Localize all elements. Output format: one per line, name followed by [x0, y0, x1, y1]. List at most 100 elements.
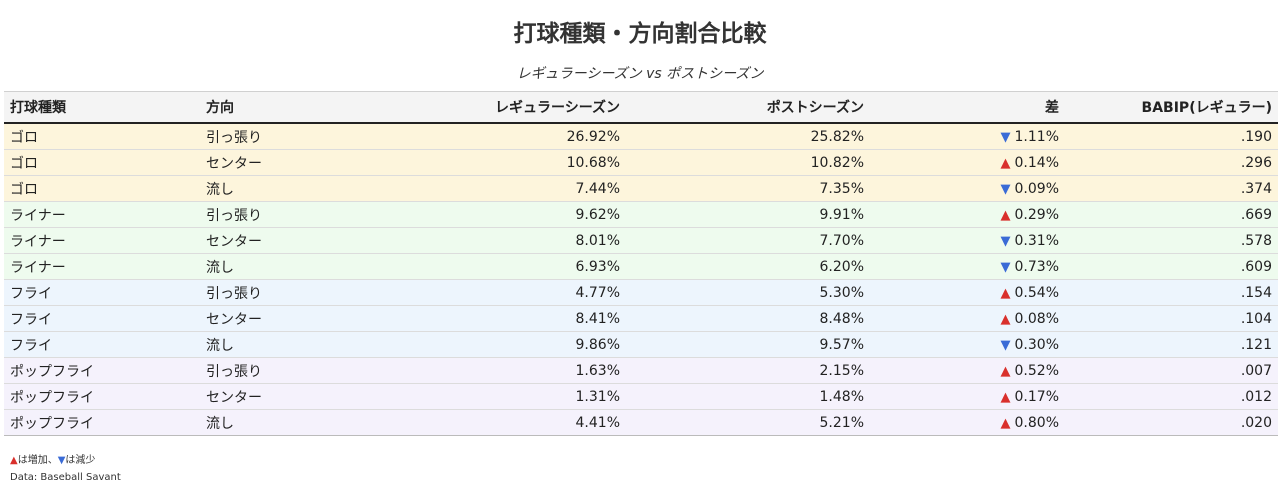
cell-type: ゴロ: [4, 123, 200, 150]
cell-babip: .007: [1065, 357, 1278, 384]
column-header-babip: BABIP(レギュラー): [1065, 91, 1278, 124]
table-header-row: 打球種類 方向 レギュラーシーズン ポストシーズン 差 BABIP(レギュラー): [4, 91, 1278, 124]
column-header-post: ポストシーズン: [626, 91, 870, 124]
cell-diff: ▼ 0.09%: [870, 175, 1065, 202]
increase-arrow-icon: ▲: [1000, 285, 1011, 301]
cell-direction: 引っ張り: [200, 201, 466, 228]
decrease-arrow-icon: ▼: [1000, 233, 1011, 249]
cell-babip: .296: [1065, 149, 1278, 176]
cell-type: ライナー: [4, 227, 200, 254]
cell-post: 9.57%: [626, 331, 870, 358]
diff-value: 0.08%: [1014, 310, 1059, 327]
cell-type: ゴロ: [4, 175, 200, 202]
cell-type: フライ: [4, 331, 200, 358]
cell-regular: 9.86%: [466, 331, 626, 358]
cell-direction: 流し: [200, 175, 466, 202]
cell-babip: .669: [1065, 201, 1278, 228]
cell-regular: 9.62%: [466, 201, 626, 228]
column-header-type: 打球種類: [4, 91, 200, 124]
column-header-diff: 差: [870, 91, 1065, 124]
table-row: フライ 引っ張り 4.77% 5.30% ▲ 0.54% .154: [4, 279, 1278, 306]
table-row: フライ 流し 9.86% 9.57% ▼ 0.30% .121: [4, 331, 1278, 358]
cell-direction: 流し: [200, 331, 466, 358]
cell-type: ゴロ: [4, 149, 200, 176]
cell-regular: 4.77%: [466, 279, 626, 306]
cell-regular: 26.92%: [466, 123, 626, 150]
increase-arrow-icon: ▲: [1000, 415, 1011, 431]
data-source: Data: Baseball Savant: [10, 472, 121, 483]
cell-post: 25.82%: [626, 123, 870, 150]
cell-direction: 流し: [200, 253, 466, 280]
cell-type: フライ: [4, 279, 200, 306]
table-row: ライナー 流し 6.93% 6.20% ▼ 0.73% .609: [4, 253, 1278, 280]
cell-type: ライナー: [4, 201, 200, 228]
diff-value: 0.29%: [1014, 206, 1059, 223]
diff-value: 0.73%: [1014, 258, 1059, 275]
legend-note: ▲は増加、▼は減少: [10, 451, 95, 466]
cell-diff: ▲ 0.14%: [870, 149, 1065, 176]
cell-post: 7.70%: [626, 227, 870, 254]
column-header-direction: 方向: [200, 91, 466, 124]
table-body: ゴロ 引っ張り 26.92% 25.82% ▼ 1.11% .190 ゴロ センター 10.68%…: [4, 123, 1278, 436]
cell-regular: 7.44%: [466, 175, 626, 202]
cell-regular: 1.31%: [466, 383, 626, 410]
increase-icon: ▲: [10, 455, 18, 466]
cell-direction: 引っ張り: [200, 279, 466, 306]
cell-direction: センター: [200, 227, 466, 254]
cell-regular: 1.63%: [466, 357, 626, 384]
cell-babip: .190: [1065, 123, 1278, 150]
table-row: ゴロ センター 10.68% 10.82% ▲ 0.14% .296: [4, 149, 1278, 176]
cell-diff: ▼ 0.73%: [870, 253, 1065, 280]
diff-value: 1.11%: [1014, 128, 1059, 145]
table-row: ポップフライ 流し 4.41% 5.21% ▲ 0.80% .020: [4, 409, 1278, 436]
cell-diff: ▲ 0.52%: [870, 357, 1065, 384]
cell-diff: ▲ 0.54%: [870, 279, 1065, 306]
cell-regular: 4.41%: [466, 409, 626, 436]
diff-value: 0.14%: [1014, 154, 1059, 171]
cell-post: 9.91%: [626, 201, 870, 228]
table-row: ライナー 引っ張り 9.62% 9.91% ▲ 0.29% .669: [4, 201, 1278, 228]
cell-babip: .374: [1065, 175, 1278, 202]
decrease-arrow-icon: ▼: [1000, 259, 1011, 275]
cell-diff: ▼ 0.30%: [870, 331, 1065, 358]
cell-regular: 6.93%: [466, 253, 626, 280]
cell-diff: ▲ 0.17%: [870, 383, 1065, 410]
cell-diff: ▲ 0.08%: [870, 305, 1065, 332]
cell-direction: センター: [200, 305, 466, 332]
cell-post: 8.48%: [626, 305, 870, 332]
cell-type: ポップフライ: [4, 357, 200, 384]
table-row: ポップフライ センター 1.31% 1.48% ▲ 0.17% .012: [4, 383, 1278, 410]
decrease-arrow-icon: ▼: [1000, 129, 1011, 145]
cell-babip: .578: [1065, 227, 1278, 254]
increase-arrow-icon: ▲: [1000, 389, 1011, 405]
table-row: フライ センター 8.41% 8.48% ▲ 0.08% .104: [4, 305, 1278, 332]
diff-value: 0.17%: [1014, 388, 1059, 405]
increase-arrow-icon: ▲: [1000, 207, 1011, 223]
cell-diff: ▼ 0.31%: [870, 227, 1065, 254]
diff-value: 0.52%: [1014, 362, 1059, 379]
cell-post: 6.20%: [626, 253, 870, 280]
cell-post: 5.21%: [626, 409, 870, 436]
table-row: ゴロ 流し 7.44% 7.35% ▼ 0.09% .374: [4, 175, 1278, 202]
cell-type: フライ: [4, 305, 200, 332]
diff-value: 0.09%: [1014, 180, 1059, 197]
cell-direction: 引っ張り: [200, 123, 466, 150]
decrease-arrow-icon: ▼: [1000, 181, 1011, 197]
cell-direction: 流し: [200, 409, 466, 436]
cell-regular: 8.41%: [466, 305, 626, 332]
cell-type: ポップフライ: [4, 383, 200, 410]
increase-arrow-icon: ▲: [1000, 363, 1011, 379]
page-subtitle: レギュラーシーズン vs ポストシーズン: [516, 66, 764, 82]
cell-direction: センター: [200, 149, 466, 176]
cell-post: 2.15%: [626, 357, 870, 384]
cell-post: 7.35%: [626, 175, 870, 202]
diff-value: 0.31%: [1014, 232, 1059, 249]
cell-babip: .020: [1065, 409, 1278, 436]
table-row: ライナー センター 8.01% 7.70% ▼ 0.31% .578: [4, 227, 1278, 254]
cell-regular: 8.01%: [466, 227, 626, 254]
cell-diff: ▲ 0.29%: [870, 201, 1065, 228]
decrease-arrow-icon: ▼: [1000, 337, 1011, 353]
cell-babip: .121: [1065, 331, 1278, 358]
cell-direction: センター: [200, 383, 466, 410]
cell-babip: .104: [1065, 305, 1278, 332]
